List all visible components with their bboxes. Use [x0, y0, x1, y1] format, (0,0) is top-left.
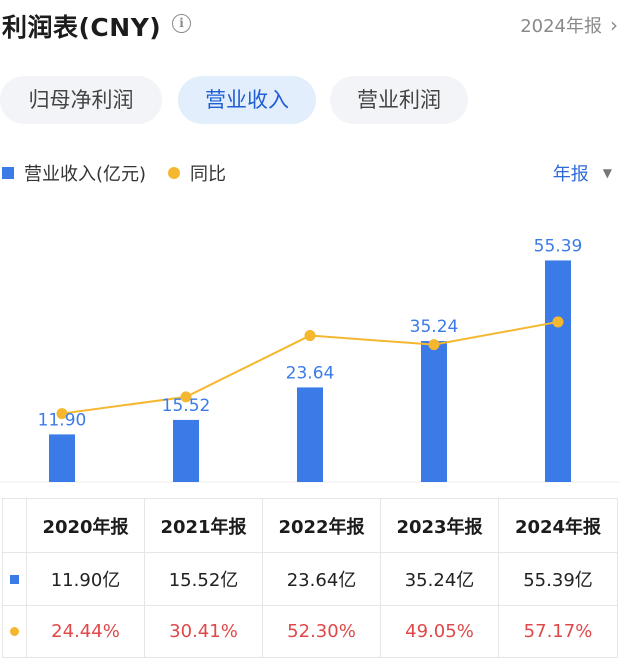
table-cell: 24.44% [27, 606, 145, 657]
table-header-cell: 2023年报 [381, 499, 499, 552]
yoy-point-1 [180, 391, 192, 403]
table-header-cell: 2022年报 [263, 499, 381, 552]
table-row-revenue: 11.90亿 15.52亿 23.64亿 35.24亿 55.39亿 [3, 553, 617, 606]
legend-line-label: 同比 [190, 164, 227, 185]
chart-canvas: 11.90 15.52 23.64 35.24 55.39 [0, 236, 620, 483]
yoy-row-marker [3, 606, 27, 657]
period-select[interactable]: 年报 ▼ [553, 160, 612, 186]
bar-value-label-3: 35.24 [410, 317, 459, 337]
yoy-point-0 [56, 408, 68, 420]
chart-legend: 营业收入(亿元) 同比 [0, 160, 226, 186]
bar-series-icon [10, 574, 19, 584]
table-cell: 55.39亿 [523, 570, 593, 591]
table-row-yoy: 24.44% 30.41% 52.30% 49.05% 57.17% [3, 606, 617, 657]
info-icon[interactable]: i [172, 14, 191, 33]
table-cell: 35.24亿 [381, 553, 499, 605]
table-cell: 30.41% [145, 606, 263, 657]
bar-value-label-1: 15.52 [162, 396, 211, 416]
legend-line-swatch [168, 167, 181, 179]
revenue-row-marker [3, 553, 27, 605]
bar-2 [297, 387, 323, 482]
bar-value-label-2: 23.64 [286, 363, 335, 383]
table-header-cell: 2024年报 [514, 516, 602, 538]
table-cell: 11.90亿 [27, 553, 145, 605]
bar-value-label-0: 11.90 [38, 410, 87, 430]
tab-revenue[interactable]: 营业收入 [178, 76, 316, 124]
table-header-cell: 2021年报 [145, 499, 263, 552]
bar-3 [421, 341, 447, 482]
bar-0 [49, 434, 75, 482]
period-select-label: 年报 [552, 164, 589, 185]
table-cell: 23.64亿 [263, 553, 381, 605]
yoy-point-2 [304, 330, 316, 342]
yoy-point-3 [428, 339, 440, 351]
line-series-icon [10, 627, 19, 636]
bar-value-label-4: 55.39 [534, 236, 583, 256]
table-header-cell: 2020年报 [27, 499, 145, 552]
table-header-row: 2020年报 2021年报 2022年报 2023年报 2024年报 [3, 499, 617, 553]
caret-down-icon: ▼ [602, 166, 612, 180]
legend-bar-swatch [2, 167, 14, 179]
table-cell: 52.30% [263, 606, 381, 657]
page-title: 利润表(CNY) [2, 13, 162, 42]
table-cell: 49.05% [381, 606, 499, 657]
data-table: 2020年报 2021年报 2022年报 2023年报 2024年报 11.90… [2, 498, 618, 658]
tab-net-profit[interactable]: 归母净利润 [0, 76, 162, 124]
header: 利润表(CNY) i 2024年报 › [0, 0, 620, 52]
table-cell: 57.17% [523, 621, 593, 642]
legend-bar-label: 营业收入(亿元) [24, 164, 147, 185]
chevron-right-icon: › [610, 13, 618, 37]
period-link-label: 2024年报 [520, 16, 602, 37]
revenue-chart: 11.90 15.52 23.64 35.24 55.39 [0, 200, 620, 490]
yoy-point-4 [552, 316, 564, 328]
bar-1 [173, 419, 199, 482]
table-header-lead [3, 499, 27, 552]
table-cell: 15.52亿 [145, 553, 263, 605]
tab-operating-profit[interactable]: 营业利润 [330, 76, 468, 124]
period-link[interactable]: 2024年报 › [520, 12, 618, 38]
bar-4 [545, 260, 571, 482]
